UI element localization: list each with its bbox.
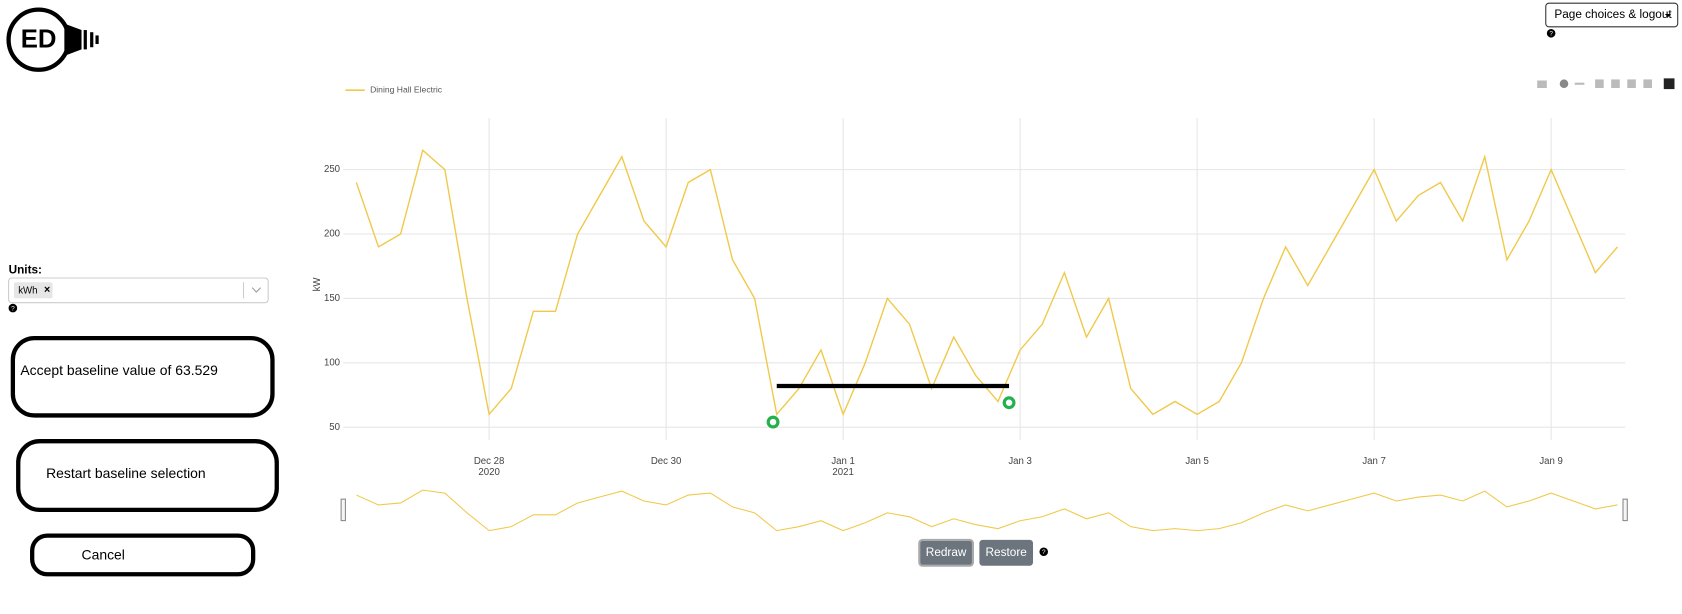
x-tick-label: Dec 28 bbox=[474, 456, 505, 467]
unit-chip-text: kWh bbox=[18, 285, 37, 296]
y-axis-label: kW bbox=[312, 277, 323, 292]
help-icon[interactable] bbox=[1546, 28, 1556, 38]
logo: ED bbox=[6, 7, 99, 72]
menu-button-text[interactable]: Page choices & logout bbox=[1554, 7, 1672, 21]
logo-text: ED bbox=[21, 26, 57, 54]
cancel-button-text[interactable]: Cancel bbox=[82, 547, 125, 563]
accept-button-text[interactable]: Accept baseline value of 63.529 bbox=[20, 362, 218, 378]
range-handle[interactable] bbox=[1622, 498, 1628, 522]
redraw-button[interactable] bbox=[918, 538, 975, 567]
restore-button-text[interactable]: Restore bbox=[986, 545, 1028, 559]
x-tick-label: Jan 5 bbox=[1185, 456, 1209, 467]
x-tick-label: Jan 1 bbox=[831, 456, 855, 467]
x-tick-label: Jan 9 bbox=[1539, 456, 1563, 467]
x-tick-label: Jan 3 bbox=[1008, 456, 1032, 467]
unit-chip bbox=[13, 282, 53, 299]
y-tick-label: 50 bbox=[329, 422, 340, 433]
units-label: Units: bbox=[9, 263, 42, 277]
chart-toolbar[interactable] bbox=[1537, 78, 1675, 90]
help-icon[interactable] bbox=[1039, 547, 1049, 557]
legend-label: Dining Hall Electric bbox=[370, 84, 443, 94]
y-tick-label: 150 bbox=[324, 293, 340, 304]
restart-button[interactable] bbox=[16, 439, 279, 513]
help-text[interactable]: ? bbox=[1042, 549, 1046, 556]
x-tick-sublabel: 2020 bbox=[478, 467, 499, 478]
x-tick-label: Jan 7 bbox=[1362, 456, 1386, 467]
caret bbox=[1664, 13, 1672, 18]
x-tick-sublabel: 2021 bbox=[832, 467, 853, 478]
navigator-line bbox=[356, 489, 1618, 532]
y-tick-label: 250 bbox=[324, 164, 340, 175]
data-line bbox=[355, 149, 1619, 417]
help-text[interactable]: ? bbox=[11, 305, 15, 312]
help-icon[interactable] bbox=[8, 303, 18, 313]
unit-remove[interactable]: × bbox=[44, 284, 50, 296]
restore-button[interactable] bbox=[979, 539, 1034, 566]
range-handle[interactable] bbox=[340, 498, 346, 522]
y-tick-label: 100 bbox=[324, 357, 340, 368]
menu-button[interactable] bbox=[1545, 2, 1679, 28]
redraw-button-text[interactable]: Redraw bbox=[926, 545, 967, 559]
selected-point bbox=[1002, 396, 1016, 410]
help-text[interactable]: ? bbox=[1549, 31, 1553, 38]
accept-button[interactable] bbox=[10, 335, 275, 418]
selected-point bbox=[766, 415, 780, 429]
units-select[interactable] bbox=[8, 277, 269, 304]
x-tick-label: Dec 30 bbox=[651, 456, 682, 467]
cancel-button[interactable] bbox=[30, 533, 256, 577]
y-tick-label: 200 bbox=[324, 229, 340, 240]
dropdown-arrow[interactable] bbox=[251, 287, 262, 293]
restart-button-text[interactable]: Restart baseline selection bbox=[46, 465, 206, 481]
